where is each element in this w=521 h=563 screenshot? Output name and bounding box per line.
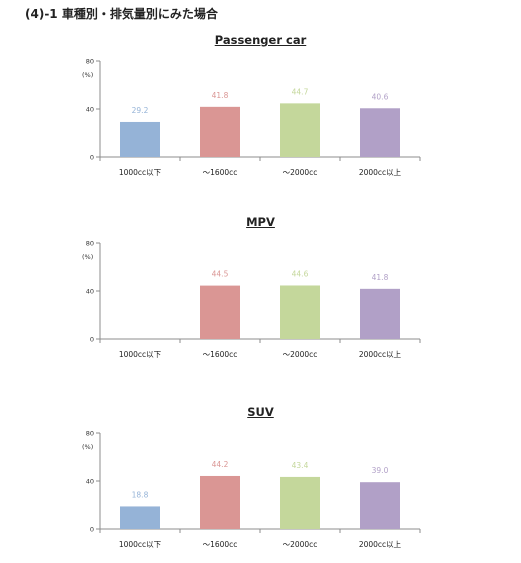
x-tick-label: ～1600cc: [203, 168, 238, 177]
chart-passenger-car: 0 40 80 (%) 1000cc以下 29.2 ～1600cc 41.8 ～2000cc 44…: [82, 58, 421, 177]
y-tick-label: 0: [90, 526, 94, 534]
bar: [360, 482, 400, 529]
x-tick-label: ～1600cc: [203, 350, 238, 359]
data-label: 43.4: [292, 461, 309, 470]
data-label: 41.8: [372, 273, 389, 282]
chart-suv: 0 40 80 (%) 1000cc以下 18.8 ～1600cc 44.2 ～2000cc 43…: [82, 430, 421, 549]
bar: [120, 121, 160, 157]
x-tick-label: ～2000cc: [283, 350, 318, 359]
y-axis-unit-label: (%): [82, 71, 93, 79]
x-tick-label: ～2000cc: [283, 540, 318, 549]
y-tick-label: 80: [86, 430, 94, 438]
data-label: 18.8: [132, 490, 149, 499]
y-tick-label: 80: [86, 58, 94, 66]
x-tick-label: 2000cc以上: [359, 168, 402, 177]
y-tick-label: 40: [86, 478, 94, 486]
chart-title: SUV: [247, 405, 274, 419]
x-tick-label: 1000cc以下: [119, 168, 162, 177]
chart-title: MPV: [246, 215, 275, 229]
chart-title: Passenger car: [214, 33, 307, 47]
bar: [360, 108, 400, 157]
data-label: 44.5: [212, 270, 229, 279]
bar: [360, 288, 400, 339]
data-label: 44.7: [292, 87, 309, 96]
x-tick-label: ～2000cc: [283, 168, 318, 177]
bar: [280, 476, 320, 529]
y-tick-label: 40: [86, 106, 94, 114]
bar: [200, 106, 240, 157]
y-axis-unit-label: (%): [82, 253, 93, 261]
y-axis-unit-label: (%): [82, 443, 93, 451]
x-tick-label: 2000cc以上: [359, 540, 402, 549]
x-tick-label: 1000cc以下: [119, 540, 162, 549]
data-label: 44.2: [212, 460, 229, 469]
chart-panel-suv: SUV 0 40 80 (%) 1000cc以下 18.8 ～1600cc 44.2 ～2000…: [0, 405, 521, 555]
data-label: 44.6: [292, 269, 309, 278]
page-heading: (4)-1 車種別・排気量別にみた場合: [25, 7, 218, 21]
data-label: 41.8: [212, 91, 229, 100]
bar: [280, 285, 320, 339]
data-label: 39.0: [372, 466, 389, 475]
y-tick-label: 80: [86, 240, 94, 248]
bar: [280, 103, 320, 157]
x-tick-label: 1000cc以下: [119, 350, 162, 359]
y-tick-label: 40: [86, 288, 94, 296]
chart-panel-passenger-car: Passenger car 0 40 80 (%) 1000cc以下 29.2 ～1600c…: [0, 33, 521, 183]
data-label: 40.6: [372, 92, 389, 101]
x-tick-label: 2000cc以上: [359, 350, 402, 359]
chart-mpv: 0 40 80 (%) 1000cc以下 ～1600cc 44.5 ～2000cc 44.6 20…: [82, 240, 421, 359]
bar: [200, 475, 240, 529]
x-tick-label: ～1600cc: [203, 540, 238, 549]
y-tick-label: 0: [90, 154, 94, 162]
chart-panel-mpv: MPV 0 40 80 (%) 1000cc以下 ～1600cc 44.5 ～2000cc 44…: [0, 215, 521, 365]
data-label: 29.2: [132, 106, 149, 115]
y-tick-label: 0: [90, 336, 94, 344]
bar: [120, 506, 160, 529]
bar: [200, 285, 240, 339]
